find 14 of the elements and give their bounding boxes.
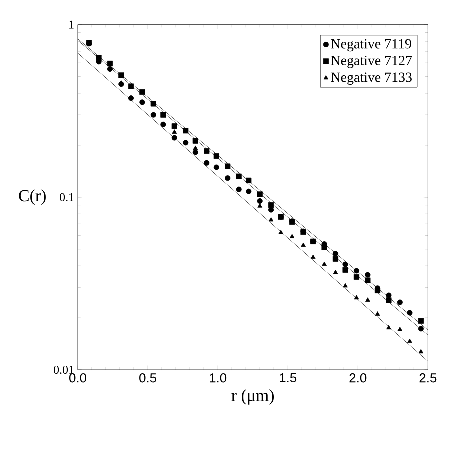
x-tick-label: 1.5 — [280, 374, 297, 383]
x-tick-label: 2.5 — [420, 374, 437, 383]
y-tick-label: 1 — [70, 20, 74, 29]
x-tick-label: 0.5 — [140, 374, 156, 383]
y-axis-title: C(r) — [19, 190, 46, 206]
legend-label: Negative 7133 — [331, 72, 412, 86]
y-tick-label: 0.01 — [54, 366, 74, 374]
x-axis-title: r (μm) — [232, 390, 274, 405]
legend-label: Negative 7119 — [331, 39, 412, 52]
y-tick-label: 0.1 — [60, 193, 74, 202]
legend-label: Negative 7127 — [331, 56, 412, 68]
x-tick-label: 0.0 — [70, 374, 87, 383]
x-tick-label: 1.0 — [210, 374, 227, 383]
x-tick-label: 2.0 — [350, 374, 367, 383]
